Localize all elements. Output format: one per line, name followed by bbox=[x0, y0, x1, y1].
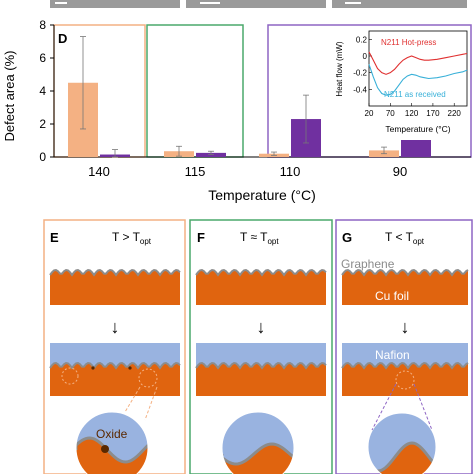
panel-e-condition: T > Topt bbox=[112, 230, 152, 246]
inset-x-label: Temperature (°C) bbox=[385, 124, 450, 134]
frame-140 bbox=[53, 24, 146, 158]
y-tick-label: 2 bbox=[39, 117, 46, 131]
inset-x-tick-label: 70 bbox=[386, 109, 395, 118]
x-tick-label: 110 bbox=[280, 164, 301, 179]
cu-foil-layer bbox=[50, 270, 180, 305]
inset-plot-frame bbox=[368, 30, 468, 107]
panel-f-schematic: ↓ bbox=[195, 268, 327, 474]
panel-f-frame bbox=[189, 219, 333, 474]
panel-e-frame bbox=[43, 219, 186, 474]
inset-legend-as-received: N211 as received bbox=[384, 90, 446, 99]
zoom-marker bbox=[138, 368, 158, 388]
zoom-guide-line bbox=[371, 383, 397, 431]
bar bbox=[196, 152, 226, 157]
zoom-guide-line bbox=[413, 383, 433, 431]
y-axis-label: Defect area (%) bbox=[2, 50, 17, 141]
cu-foil-layer bbox=[196, 270, 326, 305]
magnified-view bbox=[76, 412, 148, 474]
nafion-label: Nafion bbox=[375, 348, 410, 362]
zoom-guide-line bbox=[144, 386, 158, 421]
inset-dsc-chart: 0.2 0 -0.2 -0.4 20 70 120 170 220 N211 Hot-pres… bbox=[333, 28, 469, 140]
process-arrow: ↓ bbox=[401, 317, 410, 337]
inset-legend-hot-press: N211 Hot-press bbox=[381, 38, 436, 47]
zoom-marker bbox=[61, 367, 79, 385]
graphene-layer bbox=[195, 361, 327, 370]
top-image-strip bbox=[50, 0, 467, 8]
panel-f: F T ≈ Topt ↓ bbox=[189, 219, 333, 474]
y-tick-label: 6 bbox=[39, 51, 46, 65]
magnified-view bbox=[368, 413, 436, 474]
graphene-layer bbox=[49, 361, 181, 370]
panel-g: G T < Topt ↓ Graphene Cu foil Nafion bbox=[335, 219, 473, 474]
inset-y-tick-label: -0.2 bbox=[353, 69, 367, 78]
inset-x-tick-label: 20 bbox=[365, 109, 374, 118]
inset-x-tick-label: 170 bbox=[426, 109, 440, 118]
cu-zoom bbox=[222, 444, 294, 474]
inset-series-line bbox=[368, 64, 468, 96]
panel-d-chart: D 0 2 4 6 8 140 115 110 90 Defect area (%) Temp… bbox=[2, 18, 472, 203]
graphene-layer bbox=[341, 361, 469, 370]
x-tick-labels: 140 115 110 90 bbox=[88, 164, 407, 179]
panel-f-label: F bbox=[197, 230, 205, 245]
cu-foil-label: Cu foil bbox=[375, 289, 409, 303]
graphene-layer bbox=[49, 268, 181, 277]
panel-f-condition: T ≈ Topt bbox=[240, 230, 279, 246]
cu-zoom bbox=[368, 443, 436, 474]
frame-115 bbox=[146, 24, 244, 158]
inset-y-tick-label: -0.4 bbox=[353, 85, 367, 94]
magnified-view bbox=[222, 412, 294, 474]
y-ticks: 0 2 4 6 8 bbox=[39, 18, 54, 164]
process-arrow: ↓ bbox=[257, 317, 266, 337]
y-tick-label: 4 bbox=[39, 84, 46, 98]
inset-series-line bbox=[368, 51, 468, 75]
oxide-label: Oxide bbox=[96, 427, 128, 441]
panel-e: E T > Topt ↓ Oxide bbox=[43, 219, 186, 474]
graphene-zoom bbox=[76, 436, 148, 464]
inset-x-tick-label: 120 bbox=[405, 109, 419, 118]
graphene-zoom bbox=[222, 442, 294, 466]
graphene-label: Graphene bbox=[341, 257, 395, 271]
x-axis-label: Temperature (°C) bbox=[208, 187, 316, 203]
graphene-layer bbox=[341, 268, 469, 277]
cu-foil-layer bbox=[342, 363, 468, 396]
process-arrow: ↓ bbox=[111, 317, 120, 337]
graphene-layer bbox=[195, 268, 327, 277]
oxide-dot bbox=[128, 366, 132, 370]
panel-g-label: G bbox=[342, 230, 352, 245]
panel-e-schematic: ↓ bbox=[49, 268, 181, 474]
magnifier-outline bbox=[221, 411, 295, 474]
x-tick-label: 115 bbox=[185, 164, 206, 179]
oxide-dot bbox=[91, 366, 95, 370]
cu-foil-layer bbox=[50, 363, 180, 396]
inset-y-tick-label: 0.2 bbox=[356, 35, 368, 44]
x-tick-label: 90 bbox=[393, 164, 407, 179]
zoom-marker bbox=[395, 370, 415, 390]
inset-x-ticks: 20 70 120 170 220 bbox=[365, 103, 462, 118]
magnifier-outline bbox=[75, 411, 149, 474]
inset-y-label: Heat flow (mW) bbox=[335, 41, 344, 96]
oxide-particle bbox=[101, 445, 109, 453]
inset-lines bbox=[368, 51, 468, 96]
panel-e-label: E bbox=[50, 230, 59, 245]
inset-y-tick-label: 0 bbox=[363, 52, 368, 61]
magnifier-outline bbox=[367, 412, 437, 474]
panel-g-condition: T < Topt bbox=[385, 230, 425, 246]
nafion-layer bbox=[50, 343, 180, 368]
cu-foil-layer bbox=[196, 363, 326, 396]
x-tick-label: 140 bbox=[88, 164, 110, 179]
inset-x-tick-label: 220 bbox=[448, 109, 462, 118]
cu-zoom bbox=[76, 438, 148, 474]
nafion-layer bbox=[196, 343, 326, 368]
y-tick-label: 8 bbox=[39, 18, 46, 32]
panel-g-frame bbox=[335, 219, 473, 474]
panel-d-label: D bbox=[58, 31, 67, 46]
panel-g-schematic: ↓ bbox=[341, 268, 469, 474]
y-tick-label: 0 bbox=[39, 150, 46, 164]
cu-foil-layer bbox=[342, 270, 468, 305]
